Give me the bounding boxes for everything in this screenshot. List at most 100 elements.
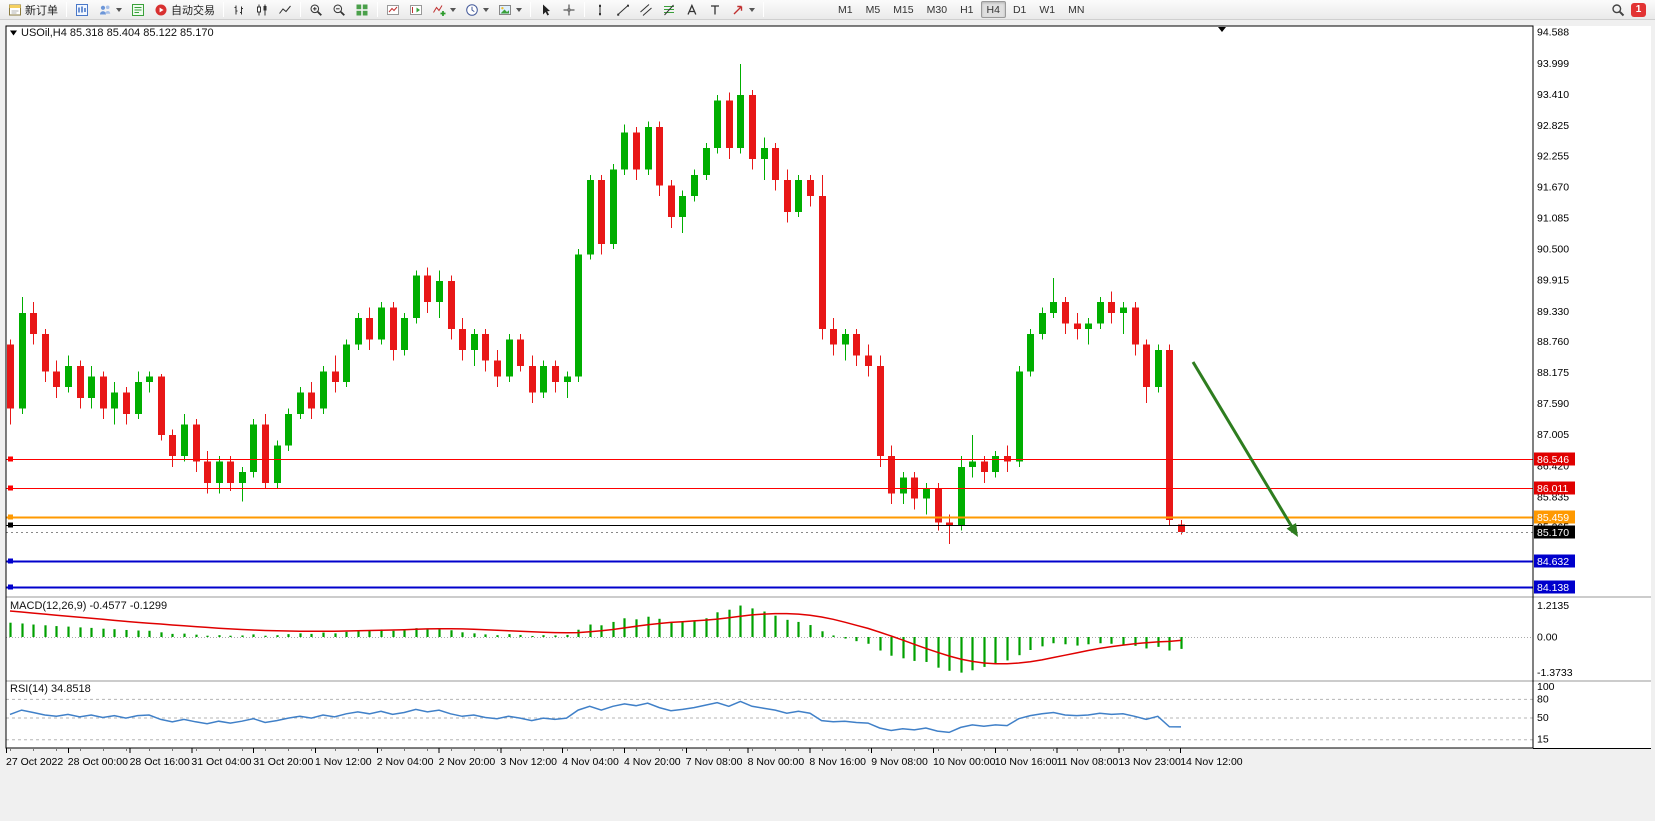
timeframe-D1[interactable]: D1 xyxy=(1007,1,1032,18)
chevron-down-icon xyxy=(516,7,522,12)
svg-text:86.011: 86.011 xyxy=(1537,483,1568,495)
periods-button[interactable] xyxy=(461,1,493,19)
hline-handle[interactable] xyxy=(8,514,13,520)
bar-chart-button[interactable] xyxy=(228,1,250,19)
chart-canvas[interactable]: 94.588 93.999 93.410 92.825 92.255 91.670 91.0… xyxy=(0,20,1655,821)
chevron-down-icon xyxy=(483,7,489,12)
price-tag-85.459 xyxy=(1534,510,1575,524)
svg-text:3 Nov 12:00: 3 Nov 12:00 xyxy=(500,756,557,768)
toolbar-separator xyxy=(66,2,67,17)
price-tag-84.632 xyxy=(1534,554,1575,568)
price-tag-86.011 xyxy=(1534,481,1575,495)
new-chart-icon xyxy=(76,3,88,16)
notification-badge[interactable]: 1 xyxy=(1631,2,1646,17)
label-tool-button[interactable] xyxy=(704,1,726,19)
svg-text:93.410: 93.410 xyxy=(1537,89,1569,101)
new-chart-button[interactable] xyxy=(71,1,93,19)
chevron-down-icon xyxy=(749,7,755,12)
line-chart-button[interactable] xyxy=(274,1,296,19)
svg-text:87.590: 87.590 xyxy=(1537,398,1569,410)
new-order-button[interactable]: 新订单 xyxy=(4,1,62,19)
periods-icon xyxy=(466,3,478,16)
bar-chart-icon xyxy=(234,5,243,14)
market-watch-button[interactable] xyxy=(127,1,149,19)
trendline-button[interactable] xyxy=(612,1,634,19)
timeframe-M30[interactable]: M30 xyxy=(921,1,953,18)
auto-scroll-button[interactable] xyxy=(382,1,404,19)
channel-button[interactable] xyxy=(635,1,657,19)
timeframe-H4[interactable]: H4 xyxy=(980,1,1006,18)
channel-icon xyxy=(640,3,652,16)
crosshair-button[interactable] xyxy=(558,1,580,19)
bid-price-tag xyxy=(1534,525,1575,539)
indicators-button[interactable] xyxy=(428,1,460,19)
svg-text:9 Nov 08:00: 9 Nov 08:00 xyxy=(871,756,928,768)
hline-handle[interactable] xyxy=(8,558,13,564)
profiles-icon xyxy=(100,5,111,14)
hline-handle[interactable] xyxy=(8,584,13,590)
chart-shift-icon xyxy=(410,4,422,15)
chart-border xyxy=(5,25,1534,749)
text-tool-button[interactable] xyxy=(681,1,703,19)
svg-text:28 Oct 16:00: 28 Oct 16:00 xyxy=(130,756,190,768)
chart-plot-area[interactable] xyxy=(6,26,1533,748)
time-axis: 27 Oct 2022 28 Oct 00:00 28 Oct 16:00 31 Oc… xyxy=(6,748,1243,768)
svg-text:31 Oct 20:00: 31 Oct 20:00 xyxy=(253,756,313,768)
svg-text:13 Nov 23:00: 13 Nov 23:00 xyxy=(1118,756,1181,768)
svg-text:85.170: 85.170 xyxy=(1537,527,1569,539)
macd-signal-line xyxy=(9,610,1182,665)
timeframe-M1[interactable]: M1 xyxy=(832,1,859,18)
auto-trading-button[interactable]: 自动交易 xyxy=(150,1,219,19)
zoom-out-button[interactable] xyxy=(328,1,350,19)
tile-windows-button[interactable] xyxy=(351,1,373,19)
chart-shift-button[interactable] xyxy=(405,1,427,19)
toolbar-separator xyxy=(584,2,585,17)
toolbar-separator xyxy=(377,2,378,17)
candlestick-chart-button[interactable] xyxy=(251,1,273,19)
one-click-trading-arrow-icon[interactable] xyxy=(10,30,17,36)
auto-scroll-icon xyxy=(387,4,399,15)
arrows-tool-icon xyxy=(733,5,743,14)
auto-trading-icon xyxy=(155,4,167,15)
hline-handle[interactable] xyxy=(8,485,13,491)
toolbar-separator xyxy=(530,2,531,17)
tile-windows-icon xyxy=(356,4,368,15)
timeframe-M5[interactable]: M5 xyxy=(860,1,887,18)
main-toolbar: 新订单 自动交易 xyxy=(0,0,1655,20)
trend-arrow-head[interactable] xyxy=(1286,523,1298,537)
hline-handle[interactable] xyxy=(8,522,13,528)
svg-text:8 Nov 00:00: 8 Nov 00:00 xyxy=(748,756,805,768)
svg-text:27 Oct 2022: 27 Oct 2022 xyxy=(6,756,63,768)
svg-text:88.175: 88.175 xyxy=(1537,367,1569,379)
toolbar-separator xyxy=(763,2,764,17)
cursor-button[interactable] xyxy=(535,1,557,19)
timeframe-W1[interactable]: W1 xyxy=(1033,1,1061,18)
fibonacci-button[interactable] xyxy=(658,1,680,19)
market-watch-icon xyxy=(132,3,144,16)
timeframe-H1[interactable]: H1 xyxy=(954,1,979,18)
svg-text:28 Oct 00:00: 28 Oct 00:00 xyxy=(68,756,128,768)
hline-handle[interactable] xyxy=(8,456,13,462)
auto-trading-label: 自动交易 xyxy=(171,4,215,17)
price-tag-86.546 xyxy=(1534,452,1575,466)
indicators-icon xyxy=(433,4,446,16)
search-button[interactable] xyxy=(1607,1,1629,19)
chart-shift-marker[interactable] xyxy=(1218,27,1226,32)
cursor-icon xyxy=(543,4,550,15)
svg-text:7 Nov 08:00: 7 Nov 08:00 xyxy=(686,756,743,768)
timeframe-MN[interactable]: MN xyxy=(1062,1,1090,18)
arrows-tool-button[interactable] xyxy=(727,1,759,19)
templates-button[interactable] xyxy=(494,1,526,19)
svg-text:14 Nov 12:00: 14 Nov 12:00 xyxy=(1180,756,1243,768)
vertical-line-button[interactable] xyxy=(589,1,611,19)
svg-text:89.915: 89.915 xyxy=(1537,275,1569,287)
candlestick-series xyxy=(7,63,1185,544)
zoom-out-icon xyxy=(333,4,345,16)
trend-arrow[interactable] xyxy=(1191,361,1293,527)
crosshair-icon xyxy=(563,4,575,15)
timeframe-M15[interactable]: M15 xyxy=(887,1,919,18)
timeframe-toolbar: M1 M5 M15 M30 H1 H4 D1 W1 MN xyxy=(832,1,1090,18)
zoom-in-button[interactable] xyxy=(305,1,327,19)
profiles-button[interactable] xyxy=(94,1,126,19)
